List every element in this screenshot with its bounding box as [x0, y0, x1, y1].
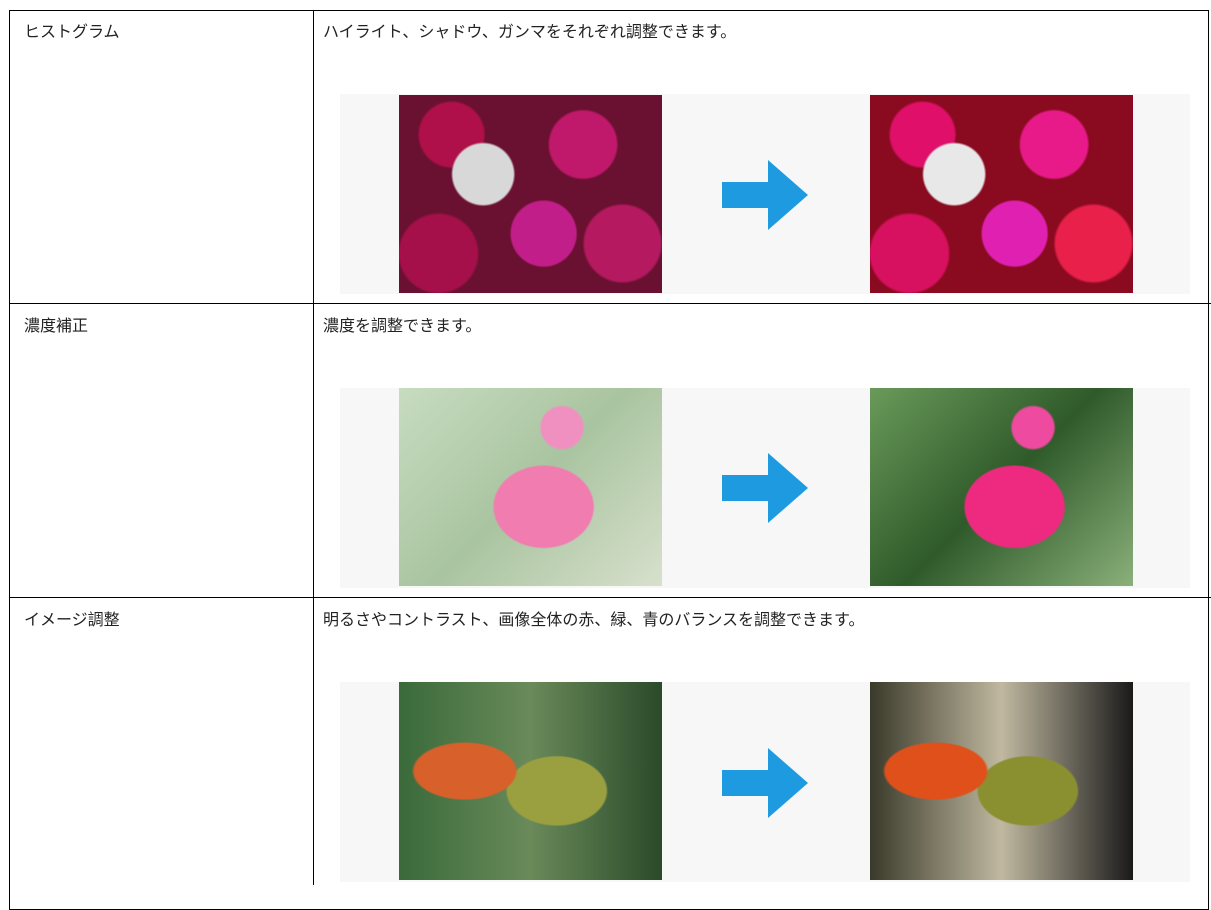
column-divider — [313, 10, 314, 885]
before-image — [399, 682, 662, 880]
feature-name: 濃度補正 — [24, 316, 89, 335]
feature-name: イメージ調整 — [24, 610, 120, 629]
arrow-icon — [722, 748, 808, 818]
feature-name: ヒストグラム — [24, 22, 120, 41]
arrow-icon — [722, 453, 808, 523]
feature-description: 濃度を調整できます。 — [323, 316, 482, 335]
before-image — [399, 388, 662, 586]
after-image — [870, 682, 1133, 880]
page: ヒストグラム ハイライト、シャドウ、ガンマをそれぞれ調整できます。 濃度補正 濃… — [9, 10, 1211, 910]
feature-description: ハイライト、シャドウ、ガンマをそれぞれ調整できます。 — [323, 22, 737, 41]
before-image — [399, 95, 662, 293]
arrow-icon — [722, 160, 808, 230]
after-image — [870, 95, 1133, 293]
row-divider — [9, 597, 1211, 598]
after-image — [870, 388, 1133, 586]
feature-description: 明るさやコントラスト、画像全体の赤、緑、青のバランスを調整できます。 — [323, 610, 865, 629]
row-divider — [9, 303, 1211, 304]
